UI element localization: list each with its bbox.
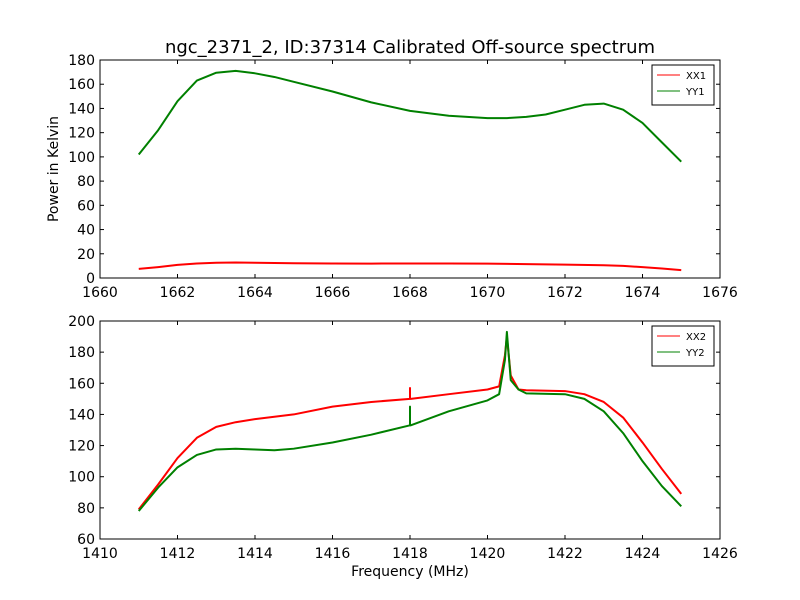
x-tick-label: 1664 — [237, 285, 273, 301]
x-tick-label: 1668 — [392, 285, 428, 301]
y-tick-label: 140 — [68, 101, 95, 117]
y-tick-label: 80 — [77, 174, 95, 190]
series-line-xx2 — [137, 335, 683, 511]
y-tick-label: 120 — [68, 126, 95, 142]
x-tick-label: 1670 — [470, 285, 506, 301]
x-tick-label: 1414 — [237, 546, 273, 562]
legend-box — [651, 325, 715, 367]
x-tick-label: 1424 — [625, 546, 661, 562]
y-tick-label: 40 — [77, 223, 95, 239]
chart-title: ngc_2371_2, ID:37314 Calibrated Off-sour… — [165, 37, 655, 58]
x-tick-label: 1426 — [702, 546, 738, 562]
x-tick-label: 1412 — [160, 546, 196, 562]
y-tick-label: 80 — [77, 501, 95, 517]
x-tick-label: 1660 — [82, 285, 118, 301]
y-tick-label: 160 — [68, 77, 95, 93]
y-tick-label: 120 — [68, 439, 95, 455]
top-panel: 1660 1662 1664 1666 1668 1670 1672 1674 1676 0 20 4… — [68, 53, 738, 301]
y-tick-label: 0 — [86, 271, 95, 287]
legend-label: XX2 — [686, 332, 706, 343]
x-tick-label: 1410 — [82, 546, 118, 562]
x-tick-label: 1672 — [547, 285, 583, 301]
legend-label: YY2 — [685, 348, 705, 359]
y-tick-label: 100 — [68, 150, 95, 166]
x-tick-label: 1676 — [702, 285, 738, 301]
x-tick-label: 1422 — [547, 546, 583, 562]
y-tick-label: 60 — [77, 198, 95, 214]
x-axis-label: Frequency (MHz) — [351, 564, 469, 580]
x-tick-label: 1662 — [160, 285, 196, 301]
y-tick-label: 100 — [68, 470, 95, 486]
x-tick-label: 1674 — [625, 285, 661, 301]
plot-frame — [99, 320, 721, 540]
x-tick-label: 1666 — [315, 285, 351, 301]
plot-frame — [99, 59, 721, 279]
legend-box — [651, 64, 715, 106]
x-tick-label: 1418 — [392, 546, 428, 562]
bottom-panel: 1410 1412 1414 1416 1418 1420 1422 1424 1426 60 80… — [68, 314, 738, 562]
series-line-yy2 — [137, 330, 682, 512]
y-tick-label: 20 — [77, 247, 95, 263]
x-tick-label: 1420 — [470, 546, 506, 562]
y-tick-label: 180 — [68, 53, 95, 69]
legend-label: YY1 — [685, 87, 705, 98]
y-tick-label: 180 — [68, 345, 95, 361]
y-tick-label: 140 — [68, 407, 95, 423]
y-tick-label: 160 — [68, 376, 95, 392]
x-tick-label: 1416 — [315, 546, 351, 562]
series-line-xx1 — [138, 261, 682, 272]
y-axis-label: Power in Kelvin — [46, 116, 62, 222]
legend-label: XX1 — [686, 71, 706, 82]
y-tick-label: 200 — [68, 314, 95, 330]
y-tick-label: 60 — [77, 532, 95, 548]
series-line-yy1 — [137, 69, 682, 163]
